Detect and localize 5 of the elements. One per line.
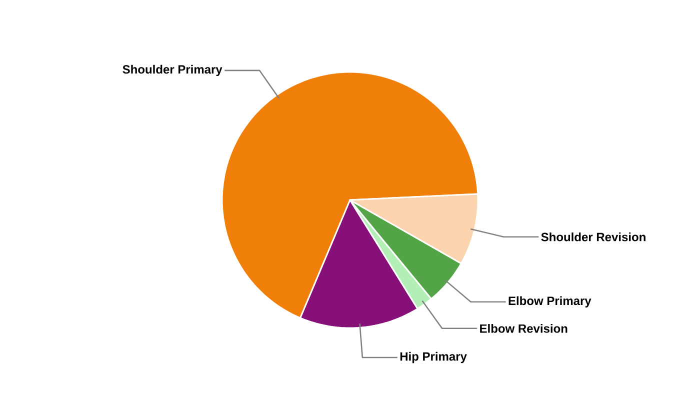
slice-label: Shoulder Primary	[122, 64, 222, 76]
slice-label: Hip Primary	[400, 352, 467, 364]
slice-label: Shoulder Revision	[541, 232, 646, 242]
slice-label: Elbow Revision	[480, 324, 568, 333]
slice-label: Elbow Primary	[508, 296, 592, 308]
